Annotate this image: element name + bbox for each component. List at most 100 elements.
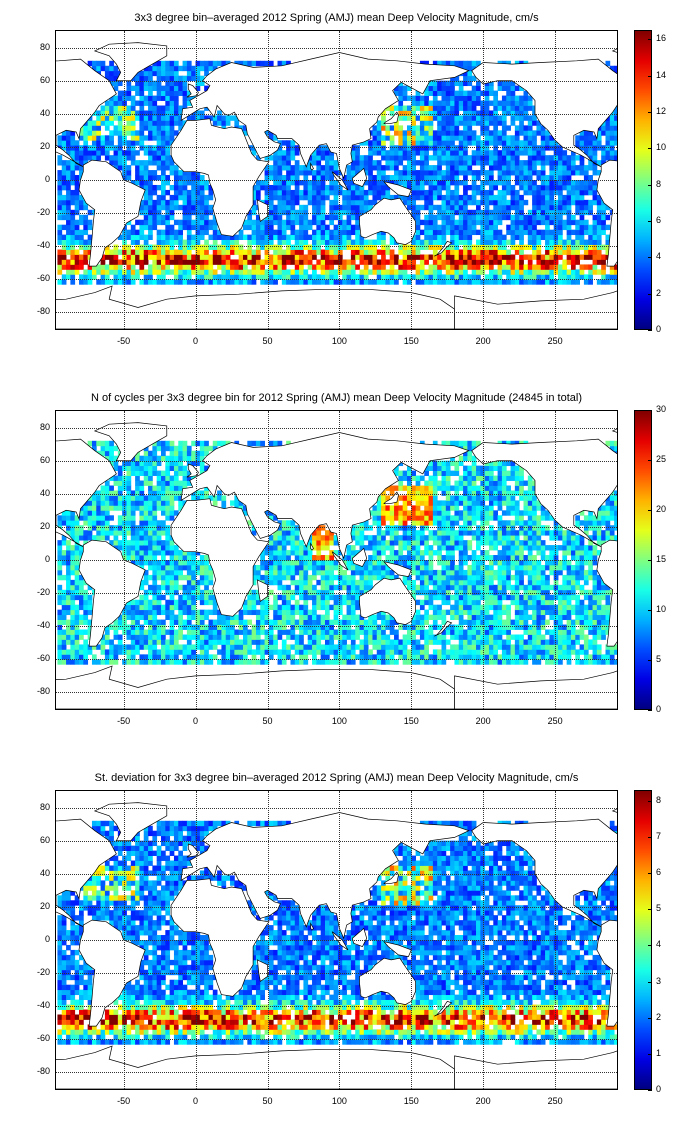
- data-cell: [545, 180, 550, 186]
- data-cell: [79, 599, 84, 606]
- data-cell: [234, 614, 240, 620]
- data-cell: [152, 485, 158, 491]
- data-cell: [251, 209, 257, 216]
- data-cell: [484, 145, 490, 151]
- data-cell: [126, 490, 132, 496]
- data-cell: [458, 130, 464, 136]
- data-cell: [329, 189, 335, 196]
- data-cell: [126, 599, 132, 606]
- data-cell: [122, 659, 127, 665]
- data-cell: [497, 194, 503, 201]
- data-cell: [195, 279, 201, 285]
- data-cell: [247, 604, 253, 611]
- data-cell: [566, 165, 572, 171]
- data-cell: [277, 614, 283, 620]
- data-cell: [199, 204, 205, 211]
- data-cell: [510, 234, 516, 240]
- data-cell: [143, 279, 149, 285]
- data-cell: [614, 135, 617, 141]
- data-cell: [199, 624, 205, 630]
- data-cell: [173, 110, 179, 116]
- data-cell: [66, 550, 71, 556]
- data-cell: [130, 229, 136, 236]
- data-cell: [545, 254, 550, 260]
- data-cell: [113, 269, 119, 275]
- data-cell: [454, 170, 460, 176]
- data-cell: [148, 480, 153, 486]
- data-cell: [255, 564, 261, 571]
- data-cell: [208, 264, 214, 270]
- data-cell: [294, 189, 300, 196]
- data-cell: [281, 269, 287, 275]
- data-cell: [281, 150, 287, 156]
- data-cell: [234, 234, 240, 240]
- data-cell: [66, 520, 71, 526]
- data-cell: [432, 60, 438, 67]
- data-cell: [445, 105, 451, 111]
- data-cell: [221, 120, 227, 126]
- data-cell: [372, 165, 378, 171]
- data-cell: [342, 194, 347, 201]
- data-cell: [406, 165, 412, 171]
- data-cell: [519, 105, 524, 111]
- data-cell: [186, 224, 192, 231]
- data-cell: [169, 170, 175, 176]
- data-cell: [165, 125, 171, 131]
- data-cell: [290, 155, 296, 161]
- data-cell: [182, 189, 188, 196]
- data-cell: [294, 639, 300, 645]
- data-cell: [57, 589, 63, 596]
- data-cell: [286, 589, 291, 596]
- data-cell: [523, 244, 529, 250]
- data-cell: [204, 649, 209, 655]
- data-cell: [372, 249, 378, 255]
- data-cell: [510, 269, 516, 275]
- data-cell: [320, 180, 326, 186]
- data-cell: [454, 160, 460, 166]
- data-cell: [588, 209, 593, 216]
- data-cell: [299, 194, 304, 201]
- data-cell: [83, 654, 89, 660]
- data-cell: [277, 219, 283, 226]
- data-cell: [66, 204, 71, 211]
- data-cell: [186, 249, 192, 255]
- data-cell: [424, 155, 429, 161]
- data-cell: [273, 175, 278, 181]
- data-cell: [519, 199, 524, 206]
- data-cell: [135, 505, 140, 511]
- data-cell: [562, 279, 568, 285]
- data-cell: [394, 254, 399, 260]
- data-cell: [398, 125, 404, 131]
- data-cell: [186, 609, 192, 616]
- data-cell: [454, 229, 460, 236]
- data-cell: [463, 125, 468, 131]
- data-cell: [182, 450, 188, 457]
- data-cell: [126, 515, 132, 521]
- data-cell: [450, 264, 455, 270]
- data-cell: [424, 239, 429, 245]
- data-cell: [463, 100, 468, 106]
- data-cell: [251, 224, 257, 231]
- data-cell: [126, 130, 132, 136]
- data-cell: [329, 279, 335, 285]
- data-cell: [350, 254, 356, 260]
- data-cell: [161, 150, 166, 156]
- map-field: [56, 422, 617, 709]
- data-cell: [70, 515, 76, 521]
- data-cell: [195, 80, 201, 87]
- data-cell: [583, 175, 589, 181]
- data-cell: [113, 505, 119, 511]
- data-cell: [484, 234, 490, 240]
- data-cell: [91, 140, 97, 146]
- data-cell: [139, 485, 145, 491]
- data-cell: [195, 654, 201, 660]
- data-cell: [70, 180, 76, 186]
- data-cell: [83, 125, 89, 131]
- data-cell: [476, 229, 481, 236]
- data-cell: [294, 264, 300, 270]
- data-cell: [109, 80, 114, 87]
- data-cell: [74, 165, 80, 171]
- data-cell: [161, 184, 166, 191]
- data-cell: [225, 234, 231, 240]
- data-cell: [281, 209, 287, 216]
